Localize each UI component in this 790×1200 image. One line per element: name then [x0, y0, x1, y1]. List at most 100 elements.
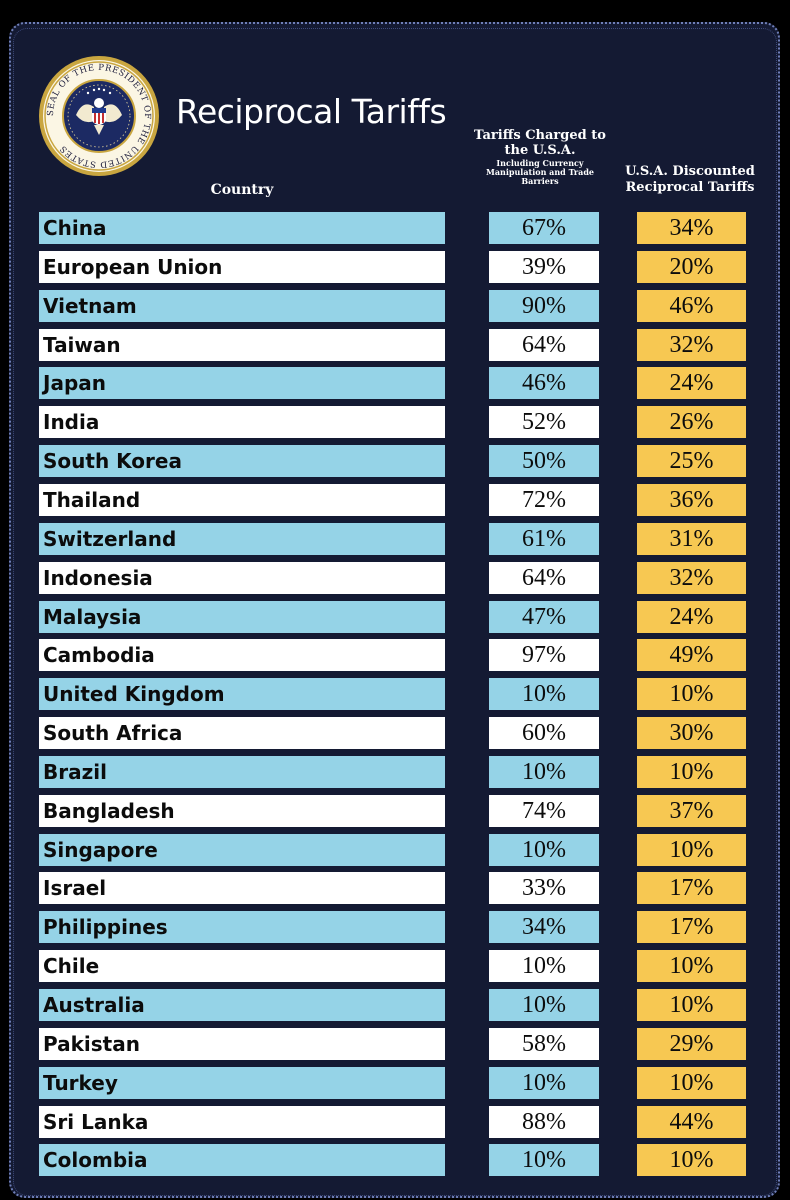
header-country: Country: [210, 182, 274, 198]
table-row: Japan 46% 24%: [0, 367, 790, 399]
tariff-charged-cell: 47%: [489, 601, 599, 633]
header-tariffs-charged: Tariffs Charged to the U.S.A. Including …: [470, 128, 610, 186]
reciprocal-tariff-cell: 49%: [637, 639, 746, 671]
country-cell: Chile: [39, 950, 445, 982]
country-cell: Colombia: [39, 1144, 445, 1176]
reciprocal-tariff-cell: 31%: [637, 523, 746, 555]
tariff-charged-cell: 60%: [489, 717, 599, 749]
reciprocal-tariff-cell: 44%: [637, 1106, 746, 1138]
reciprocal-tariff-cell: 46%: [637, 290, 746, 322]
reciprocal-tariff-cell: 10%: [637, 950, 746, 982]
country-cell: Sri Lanka: [39, 1106, 445, 1138]
tariff-charged-cell: 64%: [489, 329, 599, 361]
reciprocal-tariff-cell: 10%: [637, 1067, 746, 1099]
table-row: Israel 33% 17%: [0, 872, 790, 904]
country-cell: Pakistan: [39, 1028, 445, 1060]
table-row: Colombia 10% 10%: [0, 1144, 790, 1176]
table-row: Bangladesh 74% 37%: [0, 795, 790, 827]
table-row: Turkey 10% 10%: [0, 1067, 790, 1099]
table-row: Chile 10% 10%: [0, 950, 790, 982]
table-row: European Union 39% 20%: [0, 251, 790, 283]
table-row: South Africa 60% 30%: [0, 717, 790, 749]
country-cell: United Kingdom: [39, 678, 445, 710]
reciprocal-tariff-cell: 26%: [637, 406, 746, 438]
header-reciprocal-tariffs: U.S.A. Discounted Reciprocal Tariffs: [625, 164, 755, 195]
reciprocal-tariff-cell: 17%: [637, 911, 746, 943]
tariff-charged-cell: 10%: [489, 1144, 599, 1176]
reciprocal-tariff-cell: 25%: [637, 445, 746, 477]
country-cell: South Korea: [39, 445, 445, 477]
table-row: Philippines 34% 17%: [0, 911, 790, 943]
reciprocal-tariff-cell: 34%: [637, 212, 746, 244]
tariff-charged-cell: 10%: [489, 950, 599, 982]
table-row: Switzerland 61% 31%: [0, 523, 790, 555]
country-cell: Malaysia: [39, 601, 445, 633]
table-row: Thailand 72% 36%: [0, 484, 790, 516]
country-cell: Indonesia: [39, 562, 445, 594]
country-cell: Thailand: [39, 484, 445, 516]
table-row: South Korea 50% 25%: [0, 445, 790, 477]
tariff-charged-cell: 61%: [489, 523, 599, 555]
reciprocal-tariff-cell: 24%: [637, 367, 746, 399]
country-cell: China: [39, 212, 445, 244]
reciprocal-tariff-cell: 29%: [637, 1028, 746, 1060]
tariff-charged-cell: 88%: [489, 1106, 599, 1138]
country-cell: South Africa: [39, 717, 445, 749]
tariff-charged-cell: 64%: [489, 562, 599, 594]
tariff-charged-cell: 10%: [489, 1067, 599, 1099]
table-row: China 67% 34%: [0, 212, 790, 244]
table-row: Brazil 10% 10%: [0, 756, 790, 788]
country-cell: Australia: [39, 989, 445, 1021]
country-cell: Philippines: [39, 911, 445, 943]
reciprocal-tariff-cell: 20%: [637, 251, 746, 283]
tariff-charged-cell: 10%: [489, 678, 599, 710]
header-tariffs-charged-main: Tariffs Charged to the U.S.A.: [474, 128, 606, 158]
country-cell: Switzerland: [39, 523, 445, 555]
reciprocal-tariff-cell: 32%: [637, 562, 746, 594]
tariff-charged-cell: 90%: [489, 290, 599, 322]
country-cell: India: [39, 406, 445, 438]
reciprocal-tariff-cell: 36%: [637, 484, 746, 516]
presidential-seal-icon: SEAL OF THE PRESIDENT OF THE UNITED STAT…: [39, 56, 159, 176]
country-cell: European Union: [39, 251, 445, 283]
country-cell: Turkey: [39, 1067, 445, 1099]
page-title: Reciprocal Tariffs: [176, 92, 447, 131]
reciprocal-tariff-cell: 10%: [637, 1144, 746, 1176]
tariff-charged-cell: 52%: [489, 406, 599, 438]
country-cell: Bangladesh: [39, 795, 445, 827]
panel-inner-border: [13, 28, 777, 1196]
country-cell: Brazil: [39, 756, 445, 788]
country-cell: Singapore: [39, 834, 445, 866]
reciprocal-tariff-cell: 10%: [637, 989, 746, 1021]
tariff-charged-cell: 10%: [489, 989, 599, 1021]
country-cell: Taiwan: [39, 329, 445, 361]
reciprocal-tariff-cell: 30%: [637, 717, 746, 749]
tariff-charged-cell: 58%: [489, 1028, 599, 1060]
tariff-charged-cell: 67%: [489, 212, 599, 244]
tariff-charged-cell: 46%: [489, 367, 599, 399]
table-row: United Kingdom 10% 10%: [0, 678, 790, 710]
table-row: Pakistan 58% 29%: [0, 1028, 790, 1060]
reciprocal-tariff-cell: 37%: [637, 795, 746, 827]
table-row: Malaysia 47% 24%: [0, 601, 790, 633]
table-row: Indonesia 64% 32%: [0, 562, 790, 594]
table-row: Taiwan 64% 32%: [0, 329, 790, 361]
table-row: India 52% 26%: [0, 406, 790, 438]
table-row: Australia 10% 10%: [0, 989, 790, 1021]
reciprocal-tariff-cell: 10%: [637, 834, 746, 866]
reciprocal-tariff-cell: 17%: [637, 872, 746, 904]
tariff-charged-cell: 10%: [489, 756, 599, 788]
tariff-charged-cell: 33%: [489, 872, 599, 904]
country-cell: Vietnam: [39, 290, 445, 322]
table-row: Sri Lanka 88% 44%: [0, 1106, 790, 1138]
tariff-charged-cell: 39%: [489, 251, 599, 283]
table-row: Vietnam 90% 46%: [0, 290, 790, 322]
tariff-charged-cell: 34%: [489, 911, 599, 943]
tariff-charged-cell: 10%: [489, 834, 599, 866]
tariff-charged-cell: 97%: [489, 639, 599, 671]
header-tariffs-charged-sub: Including Currency Manipulation and Trad…: [485, 158, 595, 186]
reciprocal-tariff-cell: 32%: [637, 329, 746, 361]
country-cell: Japan: [39, 367, 445, 399]
country-cell: Cambodia: [39, 639, 445, 671]
